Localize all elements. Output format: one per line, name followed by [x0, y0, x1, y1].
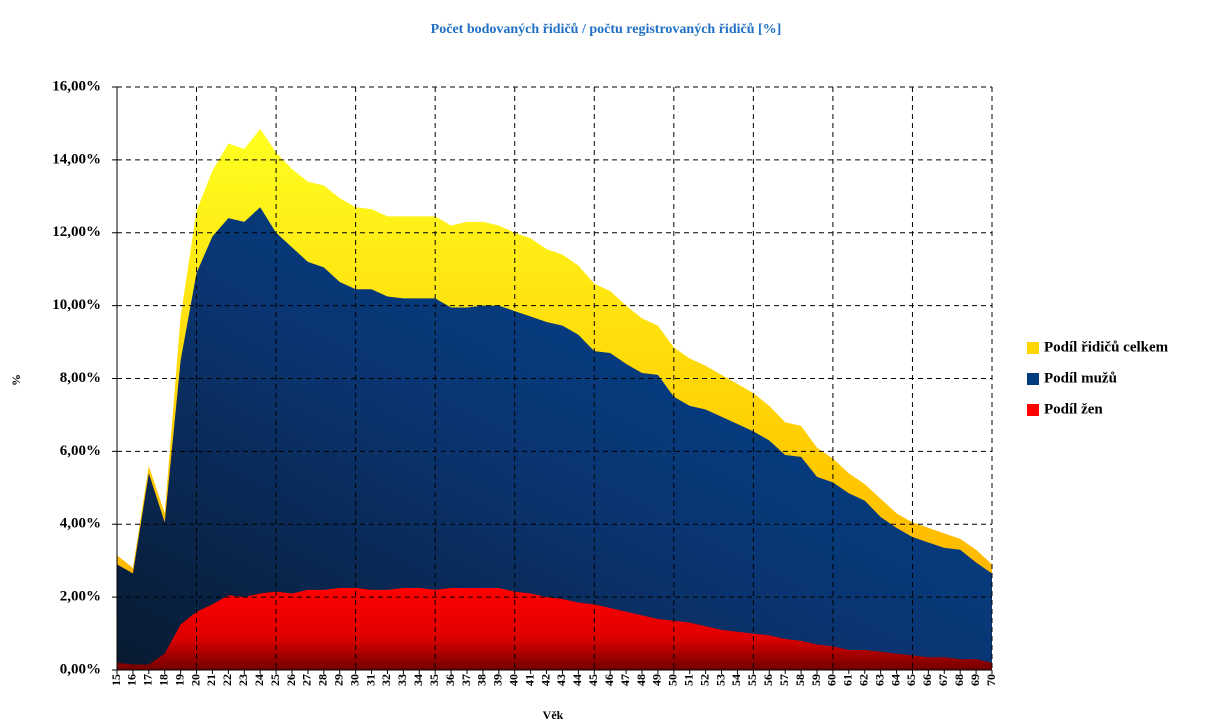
- x-tick-label: 57: [777, 674, 791, 686]
- y-tick-label: 4,00%: [60, 516, 101, 532]
- x-tick-label: 21: [204, 674, 218, 686]
- x-tick-label: 62: [856, 674, 870, 686]
- legend-label: Podíl řidičů celkem: [1044, 339, 1169, 355]
- x-tick-label: 56: [761, 674, 775, 686]
- x-tick-label: 51: [681, 674, 695, 686]
- x-tick-label: 22: [220, 674, 234, 686]
- x-tick-label: 54: [729, 674, 743, 686]
- x-tick-label: 55: [745, 674, 759, 686]
- x-tick-label: 17: [141, 674, 155, 686]
- x-tick-label: 35: [427, 674, 441, 686]
- x-tick-label: 58: [793, 674, 807, 686]
- x-tick-label: 28: [316, 674, 330, 686]
- x-tick-label: 20: [188, 674, 202, 686]
- x-tick-label: 64: [888, 674, 902, 686]
- x-tick-label: 52: [697, 674, 711, 686]
- y-tick-label: 2,00%: [60, 589, 101, 605]
- area: [117, 207, 992, 670]
- x-tick-label: 19: [172, 674, 186, 686]
- x-tick-label: 41: [522, 674, 536, 686]
- y-tick-label: 16,00%: [52, 78, 101, 94]
- x-tick-label: 63: [872, 674, 886, 686]
- legend-swatch: [1027, 404, 1039, 416]
- area: [117, 588, 992, 670]
- x-tick-label: 48: [634, 674, 648, 686]
- y-axis-label: %: [9, 374, 23, 386]
- x-tick-label: 34: [411, 674, 425, 686]
- y-tick-label: 8,00%: [60, 370, 101, 386]
- y-tick-label: 10,00%: [52, 297, 101, 313]
- x-tick-label: 24: [252, 674, 266, 686]
- x-tick-label: 49: [650, 674, 664, 686]
- chart-title: Počet bodovaných řidičů / počtu registro…: [431, 22, 782, 37]
- legend-label: Podíl mužů: [1044, 370, 1117, 386]
- x-tick-label: 29: [331, 674, 345, 686]
- y-tick-label: 0,00%: [60, 661, 101, 677]
- x-tick-label: 70: [984, 674, 998, 686]
- x-tick-label: 38: [475, 674, 489, 686]
- legend-swatch: [1027, 373, 1039, 385]
- x-tick-label: 36: [443, 674, 457, 686]
- x-tick-label: 43: [554, 674, 568, 686]
- legend-label: Podíl žen: [1044, 401, 1103, 417]
- x-tick-label: 66: [920, 674, 934, 686]
- x-tick-label: 15: [109, 674, 123, 686]
- x-tick-label: 39: [491, 674, 505, 686]
- x-tick-label: 27: [300, 674, 314, 686]
- legend-swatch: [1027, 342, 1039, 354]
- x-tick-label: 33: [395, 674, 409, 686]
- x-tick-label: 67: [936, 674, 950, 686]
- x-tick-label: 23: [236, 674, 250, 686]
- x-tick-label: 60: [825, 674, 839, 686]
- x-tick-label: 46: [602, 674, 616, 686]
- y-tick-label: 12,00%: [52, 224, 101, 240]
- x-tick-label: 32: [379, 674, 393, 686]
- x-tick-label: 42: [538, 674, 552, 686]
- x-tick-label: 50: [666, 674, 680, 686]
- y-tick-label: 14,00%: [52, 151, 101, 167]
- x-tick-label: 69: [968, 674, 982, 686]
- x-tick-label: 53: [713, 674, 727, 686]
- x-tick-label: 37: [459, 674, 473, 686]
- x-tick-label: 16: [125, 674, 139, 686]
- x-tick-label: 45: [586, 674, 600, 686]
- x-tick-label: 30: [347, 674, 361, 686]
- x-tick-label: 25: [268, 674, 282, 686]
- x-tick-label: 47: [618, 674, 632, 686]
- y-tick-label: 6,00%: [60, 443, 101, 459]
- x-tick-label: 26: [284, 674, 298, 686]
- x-tick-label: 18: [156, 674, 170, 686]
- x-tick-label: 31: [363, 674, 377, 686]
- x-tick-label: 44: [570, 674, 584, 686]
- x-tick-label: 40: [506, 674, 520, 686]
- x-tick-label: 65: [904, 674, 918, 686]
- x-tick-label: 61: [841, 674, 855, 686]
- x-tick-label: 68: [952, 674, 966, 686]
- x-axis-label: Věk: [543, 708, 564, 722]
- x-tick-label: 59: [809, 674, 823, 686]
